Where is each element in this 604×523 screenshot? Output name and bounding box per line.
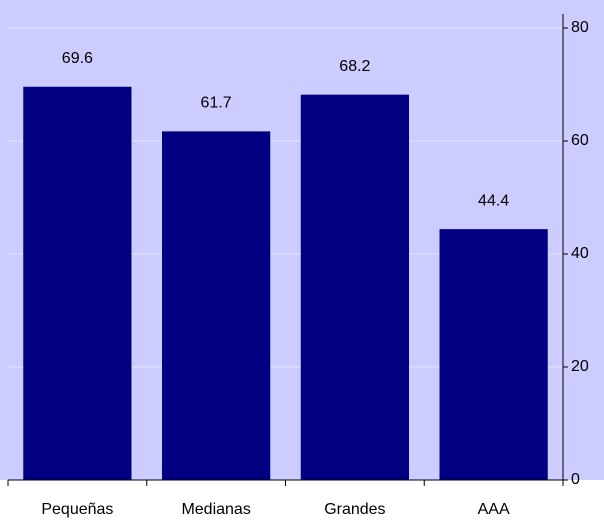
bar xyxy=(23,86,132,480)
x-tick-label: Medianas xyxy=(181,501,250,518)
bar xyxy=(162,131,271,480)
y-tick-label: 40 xyxy=(571,245,589,262)
x-tick-label: Pequeñas xyxy=(41,501,113,518)
x-tick-label: Grandes xyxy=(324,501,385,518)
value-label: 44.4 xyxy=(478,192,509,209)
y-tick-label: 60 xyxy=(571,132,589,149)
bar xyxy=(439,229,548,480)
value-label: 61.7 xyxy=(201,95,232,112)
y-tick-label: 20 xyxy=(571,358,589,375)
value-label: 68.2 xyxy=(339,58,370,75)
y-tick-label: 80 xyxy=(571,19,589,36)
value-label: 69.6 xyxy=(62,50,93,67)
bar xyxy=(300,94,409,481)
y-tick-label: 0 xyxy=(571,471,580,488)
x-tick-label: AAA xyxy=(478,501,510,518)
